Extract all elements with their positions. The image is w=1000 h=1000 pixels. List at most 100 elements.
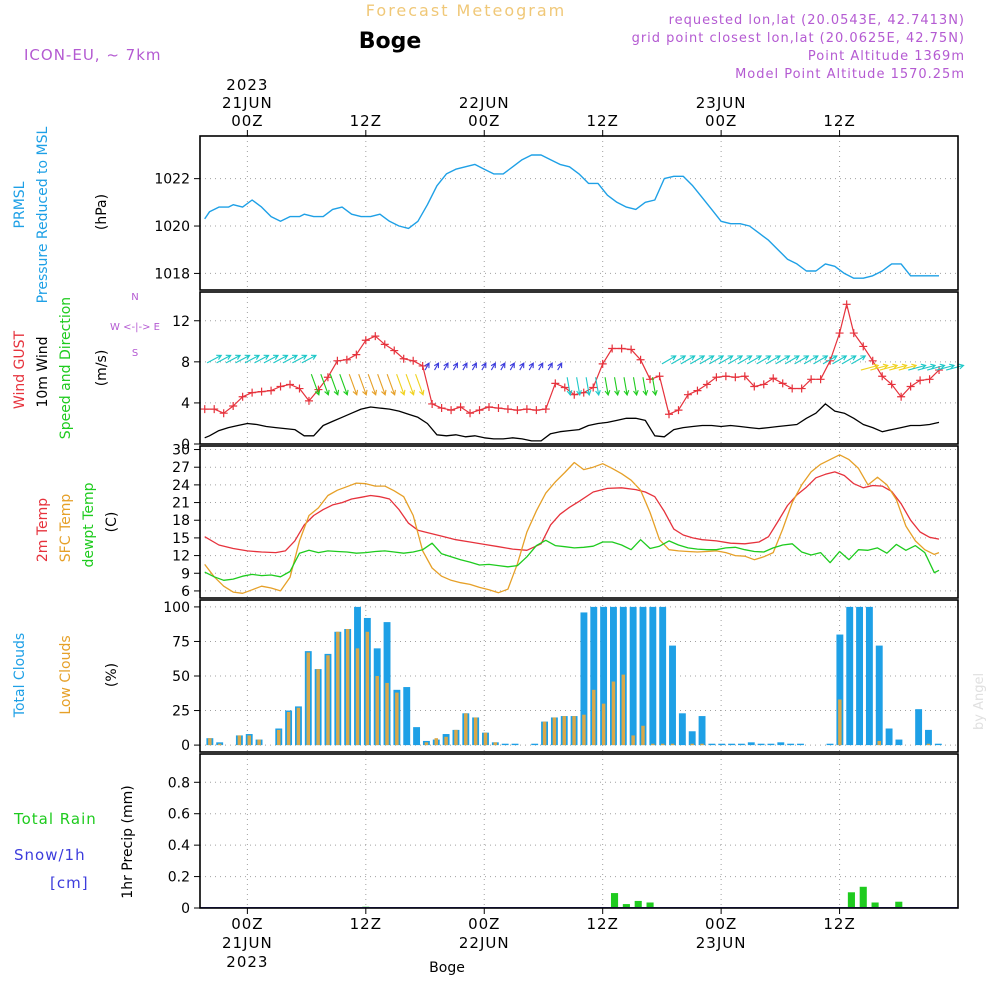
wind-direction-arrow xyxy=(690,355,706,365)
precip-y-tick-label: 0 xyxy=(181,901,190,917)
gust-marker xyxy=(835,329,844,338)
wind-direction-arrow xyxy=(927,363,946,371)
gust-marker xyxy=(916,376,925,385)
wind-direction-arrow xyxy=(794,355,810,365)
total-cloud-bar xyxy=(610,606,617,746)
total-cloud-bar xyxy=(639,606,647,746)
low-cloud-bar xyxy=(277,729,281,746)
temp-label-dewpt: dewpt Temp xyxy=(81,482,97,567)
low-cloud-bar xyxy=(355,648,360,746)
low-cloud-bar xyxy=(651,743,655,746)
precip-label-cm: [cm] xyxy=(50,874,89,892)
gust-marker xyxy=(702,380,711,389)
total-cloud-bar xyxy=(787,743,795,746)
clouds-y-tick-label: 75 xyxy=(172,634,190,650)
low-cloud-bar xyxy=(286,711,291,746)
precip-y-tick-label: 0.8 xyxy=(168,775,190,791)
wind-direction-arrow xyxy=(433,362,440,371)
pressure-y-tick-label: 1018 xyxy=(154,266,190,282)
wind-direction-arrow xyxy=(206,354,223,364)
gust-marker xyxy=(352,350,361,359)
wind-direction-arrow xyxy=(216,354,232,364)
wind-direction-arrow xyxy=(500,362,506,371)
total-cloud-bar xyxy=(885,728,893,746)
low-cloud-bar xyxy=(838,699,842,746)
gust-marker xyxy=(267,386,276,395)
gust-marker xyxy=(503,405,512,414)
wind-direction-arrow xyxy=(671,355,687,365)
wind-direction-arrow xyxy=(822,355,838,365)
temperature-y-tick-label: 24 xyxy=(172,478,190,494)
wind-direction-arrow xyxy=(651,377,658,397)
total-cloud-bar xyxy=(797,743,804,746)
gust-marker xyxy=(475,406,484,415)
top-axis-label: 00Z xyxy=(705,112,737,130)
temp-label-sfc: SFC Temp xyxy=(58,494,74,563)
bottom-axis-label: 12Z xyxy=(823,915,855,933)
wind-direction-arrow xyxy=(775,355,791,365)
gust-marker xyxy=(560,383,569,392)
bottom-axis-label: 22JUN xyxy=(459,934,510,952)
low-cloud-bar xyxy=(493,742,498,746)
low-cloud-bar xyxy=(621,674,626,746)
wind-direction-arrow xyxy=(860,363,880,371)
gust-marker xyxy=(849,329,858,338)
pressure-y-tick-label: 1022 xyxy=(154,172,190,188)
total-cloud-bar xyxy=(757,743,765,746)
wind-direction-arrow xyxy=(490,362,496,371)
gust-marker xyxy=(466,409,475,418)
precip-y-tick-label: 0.6 xyxy=(168,807,190,823)
total-cloud-bar xyxy=(708,743,716,746)
gust-marker xyxy=(522,405,531,414)
gust-marker xyxy=(437,404,446,413)
wind-direction-arrow xyxy=(613,377,620,397)
total-cloud-bar xyxy=(737,743,745,746)
gust-marker xyxy=(304,396,313,405)
wind-direction-arrow xyxy=(528,362,534,371)
wind-direction-arrow xyxy=(282,354,299,364)
total-cloud-bar xyxy=(747,742,755,746)
gust-marker xyxy=(868,356,877,365)
gust-marker xyxy=(428,399,437,408)
data-layer xyxy=(200,154,965,908)
temperature-panel-labels: 2m Temp SFC Temp dewpt Temp (C) xyxy=(35,482,120,567)
wind-direction-arrow xyxy=(557,362,563,371)
low-cloud-bar xyxy=(208,738,212,746)
wind-direction-arrow xyxy=(765,355,781,365)
wind-direction-arrow xyxy=(424,362,430,371)
precip-label-axis: 1hr Precip (mm) xyxy=(120,785,136,898)
low-cloud-bar xyxy=(375,676,379,746)
grid-layer xyxy=(200,136,958,909)
clouds-y-tick-label: 25 xyxy=(172,704,190,720)
wind-direction-arrow xyxy=(481,362,487,371)
temperature-y-tick-label: 30 xyxy=(172,443,190,459)
low-cloud-bar xyxy=(424,742,429,746)
low-cloud-bar xyxy=(562,716,566,746)
wind-y-tick-label: 0 xyxy=(181,437,190,453)
wind-direction-arrow xyxy=(358,373,368,396)
total-cloud-bar xyxy=(718,743,726,746)
gust-marker xyxy=(627,345,636,354)
gust-marker xyxy=(878,372,887,381)
gust-marker xyxy=(399,354,408,363)
low-cloud-bar xyxy=(473,717,478,746)
compass-south: S xyxy=(132,348,138,359)
bottom-axis-label: 12Z xyxy=(350,915,382,933)
temperature-y-tick-label: 21 xyxy=(172,496,190,512)
total-cloud-bar xyxy=(698,716,706,746)
low-cloud-bar xyxy=(434,738,438,746)
total-cloud-bar xyxy=(688,731,696,746)
low-cloud-bar xyxy=(444,736,448,746)
gust-marker xyxy=(210,405,219,414)
bottom-axis-label: 00Z xyxy=(468,915,500,933)
gust-marker xyxy=(333,356,342,365)
top-axis-label: 12Z xyxy=(587,112,619,130)
gust-marker xyxy=(229,402,238,410)
wind-direction-arrow xyxy=(329,373,340,396)
wind-direction-arrow xyxy=(841,355,857,365)
wind-direction-arrow xyxy=(538,362,544,371)
gust-marker xyxy=(887,380,896,389)
gust-marker xyxy=(295,384,304,393)
rain-bar xyxy=(847,892,855,908)
wind-direction-arrow xyxy=(661,355,677,365)
